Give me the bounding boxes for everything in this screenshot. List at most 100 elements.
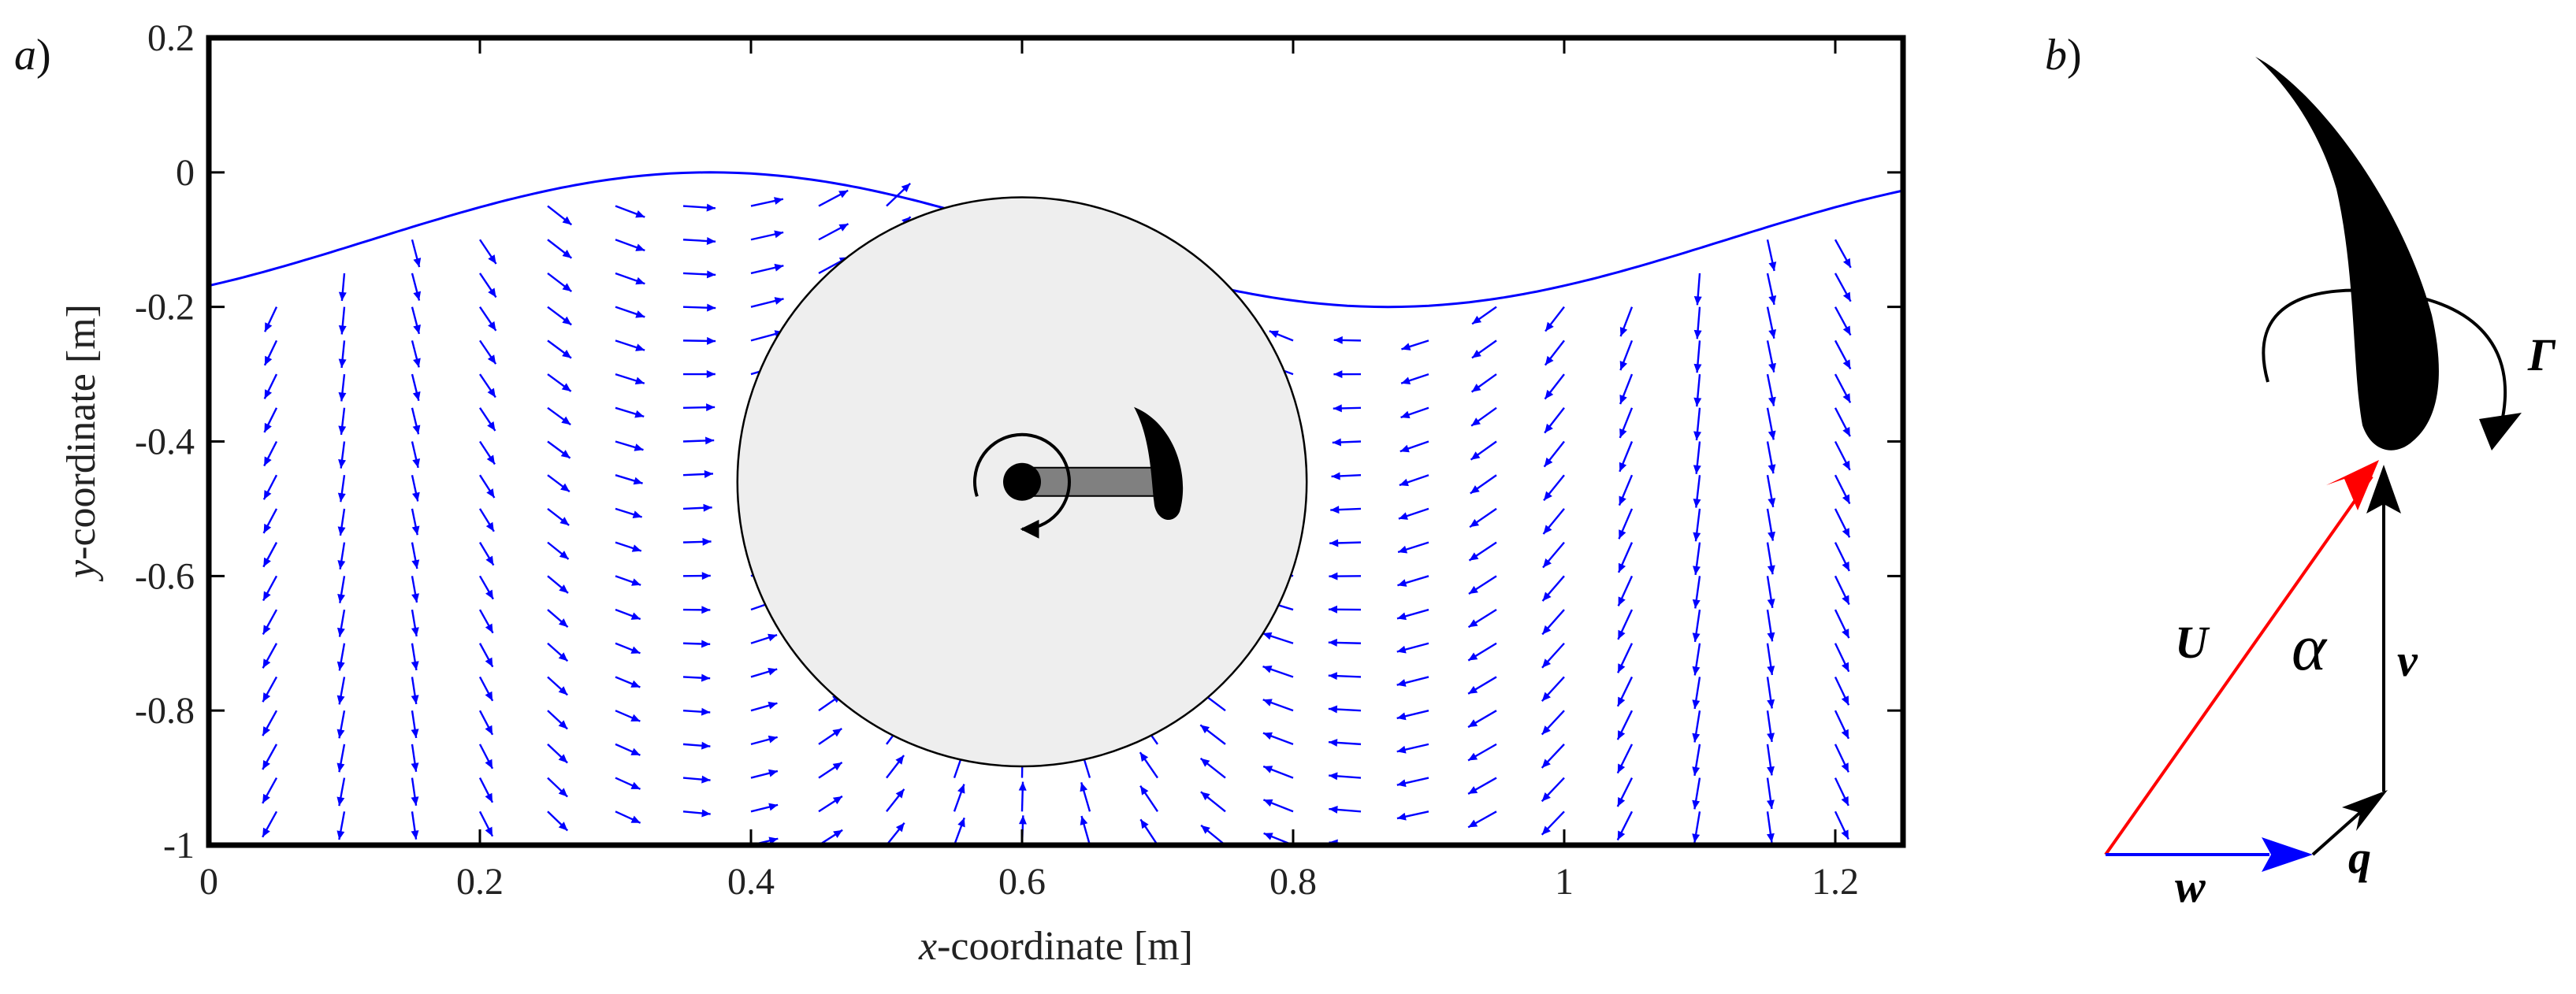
velocity-vector bbox=[1902, 744, 1903, 746]
velocity-vector bbox=[1544, 306, 1565, 332]
velocity-vector bbox=[1619, 373, 1634, 405]
velocity-vector bbox=[953, 784, 965, 812]
velocity-vector bbox=[1692, 777, 1701, 810]
velocity-vector bbox=[682, 741, 711, 750]
velocity-vector bbox=[411, 744, 419, 773]
velocity-vector bbox=[1692, 576, 1701, 609]
velocity-vector bbox=[1396, 743, 1429, 754]
velocity-vector bbox=[1269, 330, 1294, 342]
velocity-vector bbox=[750, 230, 784, 241]
velocity-vector bbox=[1329, 572, 1362, 580]
velocity-vector bbox=[1834, 542, 1850, 572]
velocity-vector bbox=[411, 542, 420, 569]
velocity-vector bbox=[682, 436, 715, 445]
velocity-vector bbox=[1693, 373, 1702, 407]
velocity-vector bbox=[478, 508, 495, 532]
velocity-vector bbox=[1692, 710, 1701, 743]
velocity-vector bbox=[412, 844, 414, 845]
velocity-vector bbox=[615, 205, 645, 218]
velocity-vector bbox=[1693, 273, 1702, 306]
velocity-vector bbox=[336, 710, 346, 739]
rotor-blade-hydrofoil bbox=[1134, 406, 1184, 521]
velocity-vector bbox=[547, 440, 571, 459]
velocity-vector bbox=[547, 306, 572, 326]
velocity-vector bbox=[615, 440, 644, 451]
velocity-vector bbox=[1619, 306, 1634, 337]
velocity-vector bbox=[1541, 777, 1565, 803]
velocity-vector bbox=[615, 575, 641, 586]
velocity-vector bbox=[818, 189, 849, 207]
velocity-vector bbox=[547, 541, 570, 560]
velocity-vector bbox=[263, 339, 278, 366]
velocity-vector bbox=[750, 803, 779, 813]
hydrofoil-blade bbox=[2255, 57, 2439, 451]
velocity-vector bbox=[1139, 818, 1159, 845]
q-label: q bbox=[2348, 832, 2371, 883]
velocity-vector bbox=[478, 474, 496, 499]
velocity-vector bbox=[1328, 672, 1362, 681]
velocity-vector bbox=[262, 710, 278, 736]
velocity-vector bbox=[1397, 575, 1429, 587]
velocity-vector bbox=[615, 642, 641, 655]
velocity-vector bbox=[262, 609, 278, 636]
velocity-vector bbox=[1541, 575, 1565, 602]
velocity-vector bbox=[262, 643, 278, 669]
vector-w-arrowhead bbox=[2262, 837, 2313, 872]
velocity-vector bbox=[818, 795, 843, 813]
velocity-vector bbox=[547, 744, 568, 764]
velocity-vector bbox=[264, 306, 278, 332]
velocity-vector bbox=[1262, 799, 1294, 813]
velocity-vector bbox=[478, 777, 494, 803]
velocity-vector bbox=[1616, 777, 1634, 807]
velocity-vector bbox=[750, 769, 779, 779]
velocity-vector bbox=[1139, 751, 1158, 779]
velocity-vector bbox=[1834, 810, 1849, 840]
velocity-vector bbox=[1766, 542, 1775, 575]
velocity-vector bbox=[682, 537, 712, 546]
rotor-hub bbox=[1003, 462, 1041, 501]
circulation-arrow bbox=[2262, 288, 2507, 422]
velocity-vector bbox=[1200, 824, 1226, 845]
velocity-vector bbox=[478, 575, 494, 600]
velocity-vector bbox=[682, 640, 711, 648]
velocity-vector bbox=[1617, 609, 1634, 640]
velocity-vector bbox=[547, 205, 573, 226]
velocity-vector bbox=[682, 673, 711, 682]
panel-a: a) 0 0.2 0.4 0.6 0.8 1 1.2 0.2 0 -0.2 -0.4 -0.6 -0.… bbox=[14, 17, 1906, 969]
vector-u-arrowhead bbox=[2326, 460, 2379, 510]
velocity-vector bbox=[1397, 541, 1429, 554]
velocity-vector bbox=[615, 777, 641, 790]
velocity-vector bbox=[1834, 239, 1852, 269]
velocity-vector bbox=[1467, 743, 1497, 762]
velocity-vector bbox=[1618, 474, 1634, 506]
velocity-vector bbox=[1766, 441, 1776, 474]
velocity-vector bbox=[1080, 815, 1091, 845]
velocity-vector bbox=[337, 542, 346, 569]
velocity-vector bbox=[1329, 772, 1362, 781]
velocity-vector bbox=[411, 508, 420, 536]
velocity-vector bbox=[262, 508, 278, 534]
y-tick-label: 0 bbox=[176, 152, 195, 194]
velocity-vector bbox=[1541, 609, 1565, 636]
velocity-vector bbox=[479, 407, 496, 432]
velocity-vector bbox=[338, 373, 347, 402]
velocity-vector bbox=[1618, 508, 1634, 540]
velocity-vector bbox=[263, 440, 278, 467]
velocity-vector bbox=[682, 336, 716, 345]
velocity-vector bbox=[1332, 438, 1362, 447]
velocity-vector bbox=[547, 575, 569, 594]
x-tick-label: 0.8 bbox=[1269, 861, 1317, 903]
velocity-vector bbox=[547, 373, 572, 392]
velocity-vector bbox=[750, 633, 778, 644]
alpha-label: α bbox=[2292, 611, 2328, 684]
velocity-vector bbox=[411, 643, 419, 671]
velocity-vector bbox=[478, 710, 494, 736]
velocity-vector bbox=[615, 743, 641, 756]
velocity-vector bbox=[1471, 339, 1497, 359]
velocity-vector bbox=[1902, 206, 1903, 208]
velocity-vector bbox=[1396, 810, 1429, 821]
velocity-vector bbox=[411, 474, 420, 502]
velocity-vector bbox=[1902, 273, 1903, 275]
velocity-vector bbox=[682, 707, 711, 716]
y-tick-label: -1 bbox=[163, 825, 195, 866]
